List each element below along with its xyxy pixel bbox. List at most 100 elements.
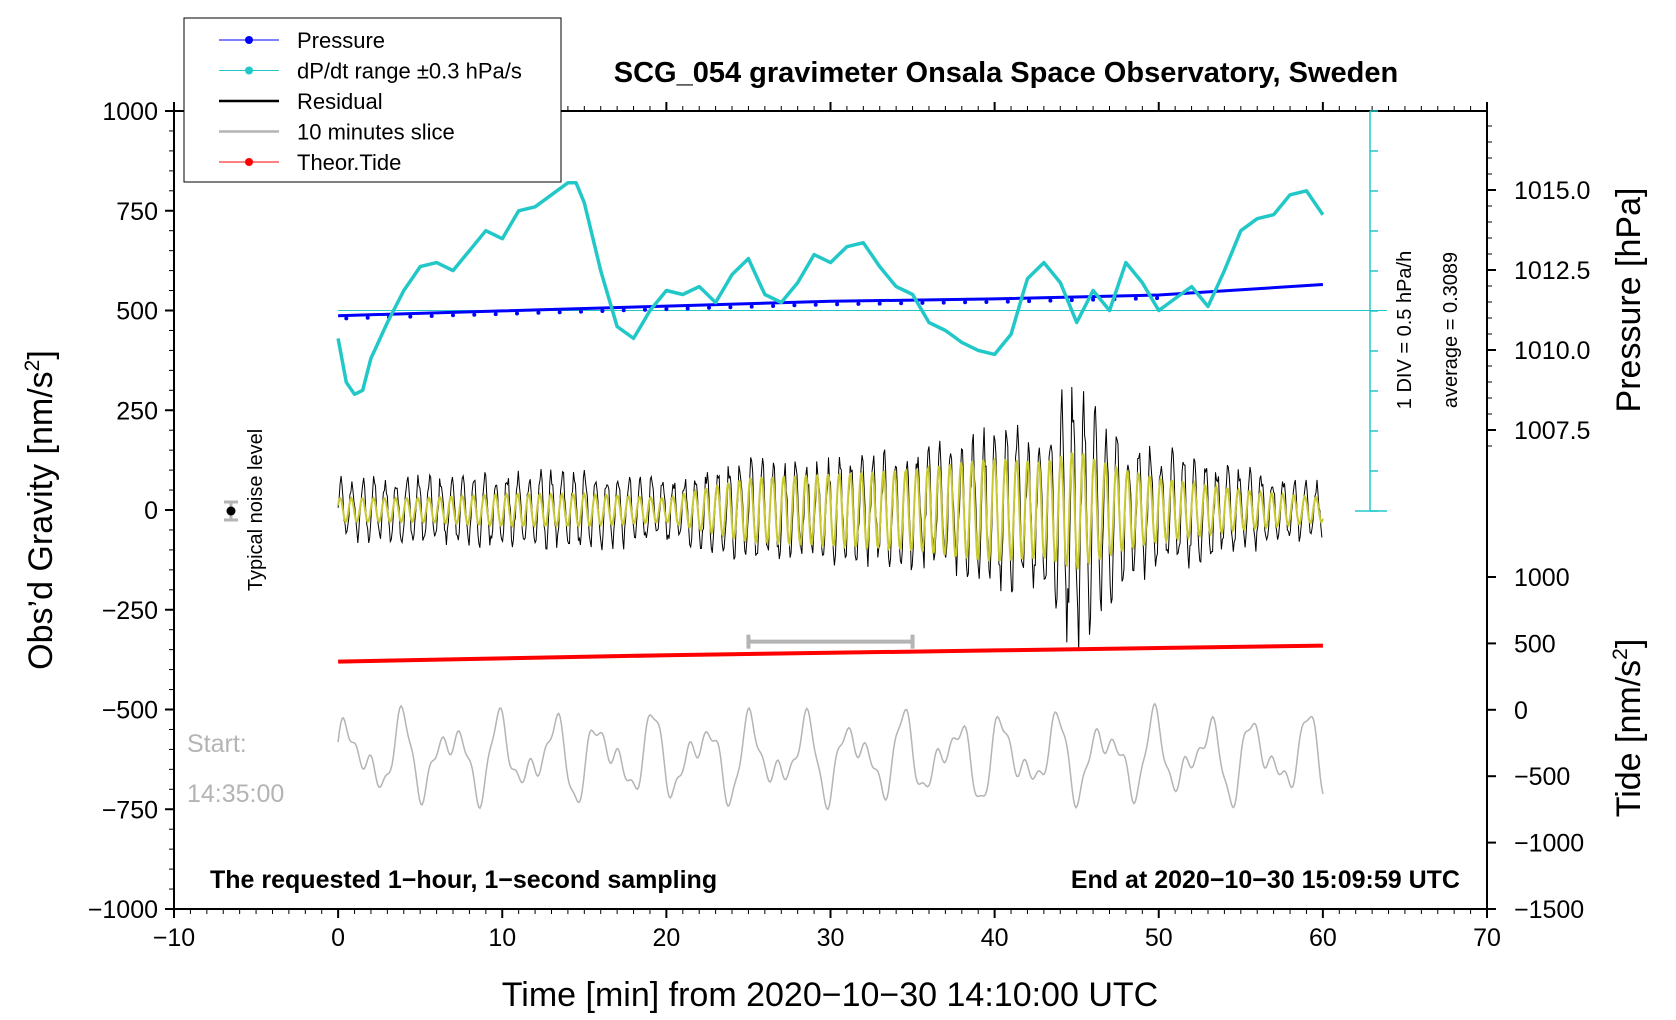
pressure-point: [728, 305, 733, 310]
pressure-point: [813, 302, 818, 307]
x-tick-label: −10: [153, 924, 195, 952]
pressure-point: [1048, 298, 1053, 303]
x-tick-label: 60: [1309, 924, 1337, 952]
tide-axis-title: Tide [nm/s2]: [1609, 639, 1648, 818]
pressure-point: [1005, 299, 1010, 304]
end-time-note: End at 2020−10−30 15:09:59 UTC: [1071, 866, 1460, 894]
pressure-point: [557, 310, 562, 315]
tide-tick-label: −500: [1514, 763, 1570, 791]
pressure-point: [579, 309, 583, 314]
pressure-point: [408, 314, 413, 319]
y-axis: 1000 750 500 250 0 −250 −500 −750 −1000: [88, 98, 174, 924]
x-tick-label: 40: [981, 924, 1009, 952]
tide-tick-label: −1000: [1514, 830, 1584, 858]
x-tick-label: 20: [652, 924, 680, 952]
pressure-point: [685, 306, 690, 311]
pressure-point: [429, 314, 434, 318]
y-tick-label: 1000: [102, 98, 158, 126]
residual-filtered-line: [337, 452, 1324, 570]
pressure-axis: 1015.0 1012.5 1010.0 1007.5: [1487, 125, 1590, 447]
y-tick-label: 250: [116, 397, 158, 425]
pressure-point: [707, 305, 711, 310]
pressure-point: [899, 301, 904, 306]
x-tick-label: 0: [331, 924, 345, 952]
tide-tick-label: 0: [1514, 697, 1528, 725]
dpdt-line: [336, 181, 1325, 397]
tide-line: [338, 643, 1323, 664]
pressure-point: [963, 300, 968, 305]
pressure-point: [515, 311, 519, 316]
x-tick-label: 70: [1473, 924, 1501, 952]
y-tick-label: 500: [116, 298, 158, 326]
x-tick-label: 50: [1145, 924, 1173, 952]
start-time: 14:35:00: [187, 780, 284, 808]
pressure-point: [877, 301, 882, 306]
legend-label: Theor.Tide: [297, 150, 401, 175]
pressure-point: [856, 301, 861, 306]
pressure-point: [1027, 299, 1032, 304]
y-tick-label: −750: [102, 796, 158, 824]
legend-marker: [245, 158, 253, 166]
pressure-point: [451, 313, 455, 318]
tide-axis-title-sup: 2: [1609, 648, 1632, 660]
pressure-tick-label: 1012.5: [1514, 257, 1590, 285]
tide-tick-label: −1500: [1514, 896, 1584, 924]
pressure-point: [984, 300, 989, 304]
pressure-point: [536, 310, 541, 315]
pressure-tick-label: 1007.5: [1514, 417, 1590, 445]
pressure-point: [941, 300, 946, 305]
legend: Pressure dP/dt range ±0.3 hPa/s Residual 10…: [183, 17, 562, 183]
x-tick-label: 10: [488, 924, 516, 952]
x-axis-title: Time [min] from 2020−10−30 14:10:00 UTC: [502, 976, 1158, 1014]
average-label: average = 0.3089: [1440, 252, 1462, 408]
noise-level-label: Typical noise level: [245, 429, 267, 591]
pressure-point: [920, 300, 925, 305]
pressure-point: [493, 312, 498, 317]
sampling-note: The requested 1−hour, 1−second sampling: [210, 866, 717, 894]
tide-tick-label: 500: [1514, 630, 1556, 658]
pressure-point: [600, 309, 605, 313]
pressure-point: [643, 307, 647, 312]
tide-axis: 1000 500 0 −500 −1000 −1500: [1487, 564, 1584, 924]
tide-tick-label: 1000: [1514, 564, 1570, 592]
noise-level-marker: [224, 500, 238, 522]
pressure-point: [621, 308, 626, 313]
pressure-axis-title: Pressure [hPa]: [1610, 188, 1648, 413]
legend-label: 10 minutes slice: [297, 120, 455, 145]
y-tick-label: −250: [102, 597, 158, 625]
y-tick-label: 750: [116, 198, 158, 226]
legend-label: dP/dt range ±0.3 hPa/s: [297, 59, 522, 84]
y-tick-label: −500: [102, 697, 158, 725]
y-tick-label: 0: [144, 497, 158, 525]
pressure-point: [1155, 296, 1160, 301]
pressure-tick-label: 1010.0: [1514, 337, 1590, 365]
pressure-tick-label: 1015.0: [1514, 177, 1590, 205]
pressure-point: [1069, 298, 1074, 303]
pressure-point: [1091, 297, 1096, 302]
slice-trace: [337, 702, 1324, 811]
pressure-point: [664, 307, 669, 312]
pressure-point: [365, 315, 370, 320]
chart-title: SCG_054 gravimeter Onsala Space Observat…: [614, 57, 1398, 89]
legend-marker: [245, 36, 253, 44]
legend-label: Pressure: [297, 28, 385, 53]
pressure-point: [472, 312, 477, 317]
pressure-point: [792, 303, 797, 308]
start-label: Start:: [187, 730, 247, 758]
legend-label: Residual: [297, 89, 383, 114]
x-axis: −10 0 10 20 30 40 50 60 70: [153, 102, 1501, 952]
pressure-point: [749, 304, 754, 309]
y-tick-label: −1000: [88, 896, 158, 924]
y-axis-title-sup: 2: [21, 360, 44, 372]
pressure-line: [338, 283, 1323, 318]
pressure-point: [771, 304, 776, 308]
pressure-point: [835, 302, 840, 307]
pressure-point: [1133, 296, 1138, 301]
y-axis-title: Obs’d Gravity [nm/s2]: [21, 350, 60, 670]
series-layer: [336, 181, 1325, 811]
x-tick-label: 30: [817, 924, 845, 952]
legend-marker: [245, 66, 253, 75]
scale-label: 1 DIV = 0.5 hPa/h: [1394, 251, 1416, 409]
pressure-point: [344, 316, 349, 321]
